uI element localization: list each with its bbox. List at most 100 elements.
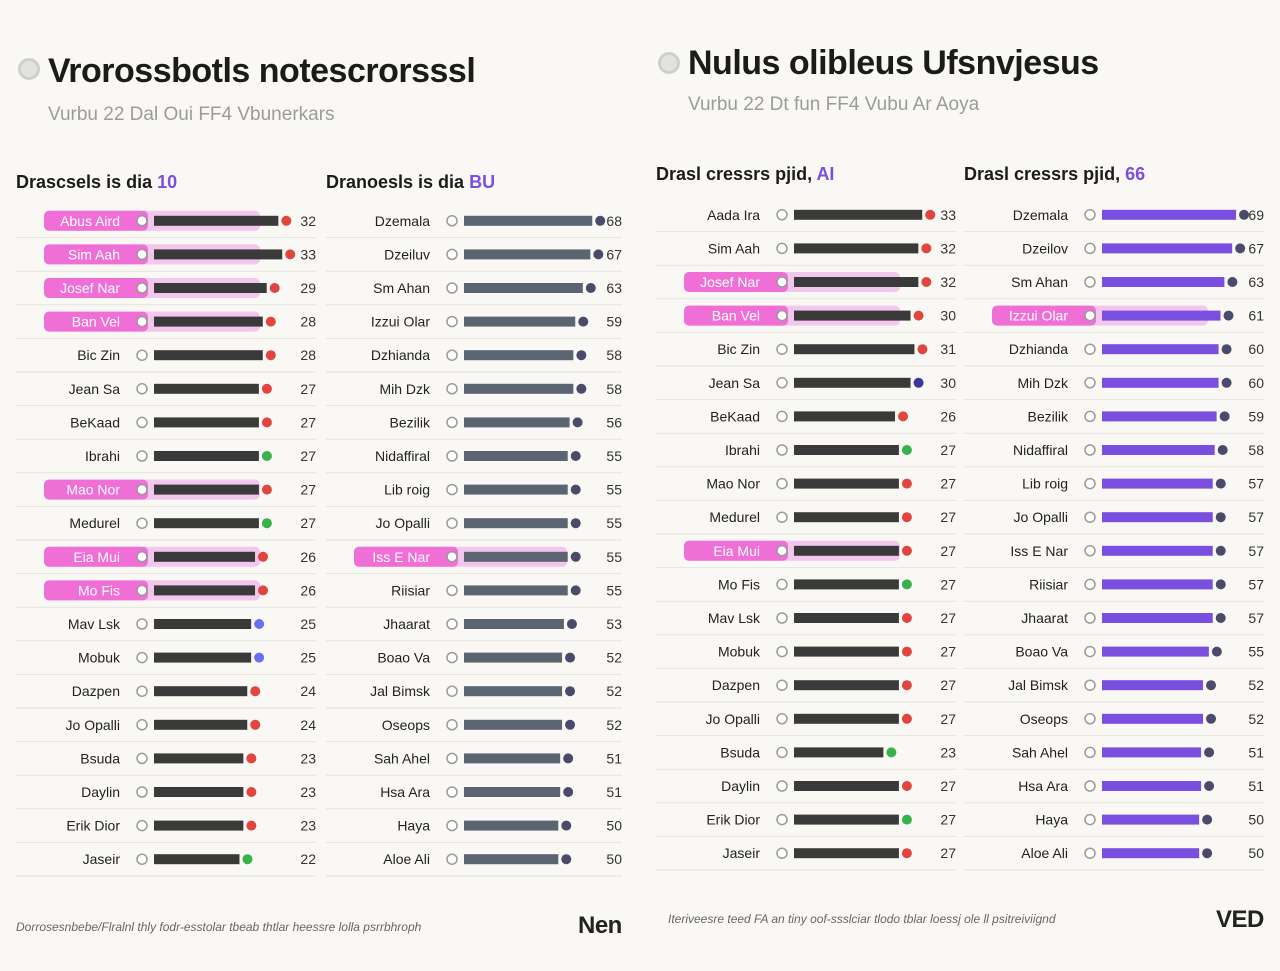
bar — [154, 551, 256, 562]
status-dot-icon — [901, 579, 912, 590]
row-label: Izzui Olar — [1009, 308, 1068, 324]
row-label: Daylin — [721, 778, 760, 794]
bar — [1102, 209, 1237, 220]
row-marker-icon — [136, 215, 148, 227]
row-marker-icon — [1084, 410, 1096, 423]
row-label: Hsa Ara — [380, 784, 430, 800]
left-panel-2-row-4: Izzui Olar 59 — [326, 314, 622, 339]
value-label: 58 — [606, 381, 622, 397]
value-label: 67 — [606, 246, 622, 262]
status-dot-icon — [570, 551, 581, 562]
bar — [154, 619, 252, 629]
bar — [794, 478, 899, 489]
bar — [1102, 613, 1213, 623]
bar — [464, 417, 570, 428]
row-label: Jhaarat — [1021, 610, 1068, 626]
right-panel-1-row-10: Medurel 27 — [656, 509, 956, 535]
value-label: 26 — [300, 582, 316, 598]
bar — [794, 613, 899, 623]
left-panel-2-row-17: Sah Ahel 51 — [326, 750, 622, 776]
highlight-pill — [44, 479, 148, 500]
bar — [154, 820, 244, 831]
bar — [1102, 848, 1200, 859]
row-marker-icon — [136, 752, 148, 765]
row-label: Mao Nor — [706, 476, 760, 492]
status-dot-icon — [1217, 445, 1228, 455]
status-dot-icon — [1211, 646, 1222, 657]
row-label: Ban Vel — [72, 314, 120, 330]
bar — [464, 249, 591, 260]
row-label: Dzhianda — [371, 347, 430, 363]
right-panel-1-row-9: Mao Nor 27 — [656, 476, 956, 501]
value-label: 27 — [300, 515, 316, 531]
row-marker-icon — [446, 786, 458, 798]
right-panel-2-row-4: Izzui Olar 61 — [964, 305, 1264, 333]
status-dot-icon — [570, 585, 581, 596]
row-marker-icon — [136, 450, 148, 462]
row-marker-icon — [776, 713, 788, 725]
value-label: 55 — [606, 582, 622, 598]
right-infographic: Nulus olibleus Ufsnvjesus Vurbu 22 Dt fu… — [640, 0, 1280, 971]
right-panel-1-row-5: Bic Zin 31 — [656, 341, 956, 367]
row-marker-icon — [776, 679, 788, 691]
status-dot-icon — [254, 652, 265, 663]
row-label: Medurel — [709, 509, 760, 525]
row-label: Boao Va — [1015, 644, 1068, 660]
row-marker-icon — [136, 349, 148, 361]
row-label: Eia Mui — [73, 549, 120, 565]
status-dot-icon — [913, 377, 924, 388]
row-marker-icon — [446, 551, 458, 563]
value-label: 55 — [606, 515, 622, 531]
row-label: Bsuda — [720, 744, 760, 760]
bar — [1102, 579, 1213, 590]
row-marker-icon — [776, 410, 788, 423]
value-label: 22 — [300, 851, 316, 867]
status-dot-icon — [1227, 277, 1238, 287]
right-subtitle: Vurbu 22 Dt fun FF4 Vubu Ar Aoya — [688, 94, 980, 115]
value-label: 29 — [300, 280, 316, 296]
bar — [1102, 814, 1200, 825]
left-panel-2-row-12: Riisiar 55 — [326, 582, 622, 608]
status-dot-icon — [595, 215, 606, 226]
row-marker-icon — [446, 483, 458, 496]
value-label: 27 — [940, 711, 956, 727]
row-marker-icon — [446, 349, 458, 361]
row-marker-icon — [1084, 713, 1096, 725]
highlight-pill — [44, 311, 148, 332]
status-dot-icon — [1206, 680, 1217, 691]
status-dot-icon — [1204, 747, 1215, 758]
status-dot-icon — [1221, 377, 1232, 388]
right-panel-1-row-13: Mav Lsk 27 — [656, 610, 956, 636]
row-label: Haya — [397, 818, 430, 834]
value-label: 26 — [300, 549, 316, 565]
left-panel-1-row-5: Bic Zin 28 — [16, 347, 316, 373]
left-panel-1-row-1: Abus Aird 32 — [16, 210, 316, 239]
left-panel-2-row-20: Aloe Ali 50 — [326, 851, 622, 877]
row-marker-icon — [446, 719, 458, 731]
row-label: Mav Lsk — [68, 616, 121, 632]
value-label: 32 — [940, 240, 956, 256]
bar — [464, 787, 561, 797]
left-panel-2-row-1: Dzemala 68 — [326, 213, 622, 239]
right-panel-2-row-11: Iss E Nar 57 — [964, 543, 1264, 569]
status-dot-icon — [285, 249, 296, 260]
bar — [794, 814, 899, 825]
row-label: Jo Opalli — [1014, 509, 1068, 525]
status-dot-icon — [901, 814, 912, 825]
row-label: Abus Aird — [60, 213, 120, 229]
status-dot-icon — [254, 619, 265, 629]
row-label: BeKaad — [70, 414, 120, 430]
value-label: 23 — [300, 750, 316, 766]
value-label: 55 — [1248, 644, 1264, 660]
bar — [794, 747, 884, 758]
bar — [154, 249, 283, 260]
bar — [464, 820, 559, 831]
row-label: Jo Opalli — [376, 515, 430, 531]
right-panel-2-row-9: Lib roig 57 — [964, 476, 1264, 501]
status-dot-icon — [901, 646, 912, 657]
right-panel-2-row-3: Sm Ahan 63 — [964, 274, 1264, 300]
value-label: 69 — [1248, 207, 1264, 223]
bar — [464, 350, 574, 361]
bar — [1102, 478, 1213, 489]
left-panel-2-row-16: Oseops 52 — [326, 717, 622, 743]
